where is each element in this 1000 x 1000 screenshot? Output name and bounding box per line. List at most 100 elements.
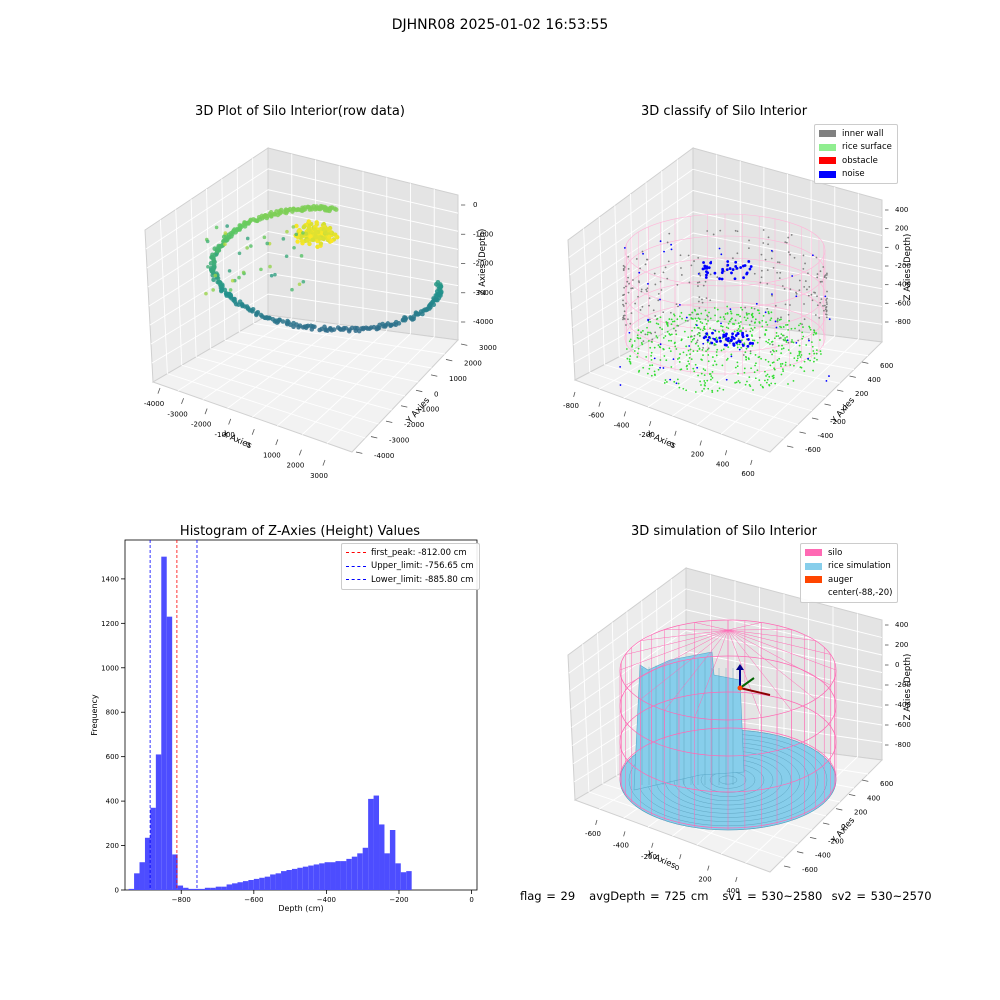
y-tick-label: 0 xyxy=(434,390,438,398)
surface-point xyxy=(707,387,710,390)
surface-point xyxy=(787,383,789,385)
surface-point xyxy=(750,327,753,330)
surface-point xyxy=(758,322,761,324)
x-tick-label: -2000 xyxy=(191,421,211,429)
surface-point xyxy=(743,316,746,319)
wall-point xyxy=(826,272,828,275)
surface-point xyxy=(722,316,725,318)
surface-point xyxy=(676,318,679,321)
noise-point xyxy=(638,271,641,274)
surface-point xyxy=(774,382,777,385)
data-point xyxy=(306,219,311,224)
wall-point xyxy=(734,229,737,232)
legend-item-rice-surface: rice surface xyxy=(819,141,892,155)
x-axis-label: X Axies xyxy=(644,849,677,871)
wall-point xyxy=(803,318,806,321)
surface-point xyxy=(629,361,632,364)
data-point xyxy=(215,279,221,285)
surface-point xyxy=(655,335,658,337)
surface-point xyxy=(788,319,791,322)
wall-point xyxy=(816,295,818,298)
noise-point xyxy=(623,247,626,249)
x-tick-label: -1000 xyxy=(215,431,235,439)
surface-point xyxy=(653,346,656,349)
silo-ring xyxy=(624,235,826,309)
wall-point xyxy=(698,296,701,299)
surface-point xyxy=(663,355,666,357)
data-point xyxy=(307,241,312,247)
surface-point xyxy=(737,328,740,330)
wall-point xyxy=(825,301,828,304)
noise-point xyxy=(659,298,661,301)
wall-point xyxy=(669,311,672,314)
tick-mark xyxy=(735,876,738,883)
silo-roof xyxy=(625,629,729,686)
surface-point xyxy=(799,350,802,353)
noise-point xyxy=(764,311,767,314)
wall-point xyxy=(641,305,644,308)
data-point xyxy=(223,242,227,247)
noise-point xyxy=(659,240,662,243)
wall-point xyxy=(760,276,763,279)
histogram-bar xyxy=(166,616,173,890)
surface-point xyxy=(782,326,785,328)
tick-mark xyxy=(809,836,817,840)
data-point xyxy=(290,287,294,292)
surface-point xyxy=(820,353,822,355)
surface-point xyxy=(686,368,689,370)
x-tick-label: −400 xyxy=(317,896,336,904)
surface-point xyxy=(653,370,656,373)
noise-point xyxy=(738,348,741,351)
noise-point xyxy=(647,282,649,285)
surface-point xyxy=(780,365,782,368)
surface-point xyxy=(749,385,752,388)
data-point xyxy=(285,229,289,234)
surface-point xyxy=(751,329,754,331)
noise-point xyxy=(718,247,721,250)
z-tick-label: -2000 xyxy=(473,260,493,268)
surface-point xyxy=(716,348,719,351)
legend-label: Lower_limit: -885.80 cm xyxy=(371,574,474,585)
wall-point xyxy=(822,305,824,307)
surface-point xyxy=(740,306,742,309)
wall-point xyxy=(637,280,640,283)
histogram-bar xyxy=(340,861,347,890)
data-point xyxy=(237,299,243,304)
surface-point xyxy=(767,360,770,363)
surface-point xyxy=(705,350,707,353)
histogram-bar xyxy=(259,877,265,890)
wall-point xyxy=(626,280,629,283)
y-tick-label: 800 xyxy=(106,709,119,717)
surface-point xyxy=(651,364,654,367)
wall-grid xyxy=(573,275,694,346)
surface-point xyxy=(762,386,764,389)
noise-point xyxy=(721,267,724,271)
surface-point xyxy=(674,345,677,348)
surface-point xyxy=(780,348,783,350)
surface-point xyxy=(636,334,639,337)
surface-point xyxy=(743,367,746,370)
surface-point xyxy=(702,329,704,332)
wall-point xyxy=(662,271,665,274)
surface-point xyxy=(672,327,675,330)
y-tick-label: 1000 xyxy=(101,664,119,672)
surface-point xyxy=(732,323,734,325)
data-point xyxy=(268,264,272,269)
data-point xyxy=(420,311,425,317)
data-point xyxy=(365,326,370,331)
legend-label: obstacle xyxy=(842,155,878,166)
z-tick-label: -1000 xyxy=(473,230,493,238)
wall-point xyxy=(787,341,790,344)
surface-point xyxy=(736,365,739,368)
noise-point xyxy=(702,336,706,340)
noise-point xyxy=(741,343,744,346)
tick-mark xyxy=(811,417,819,420)
wall-point xyxy=(759,281,762,284)
noise-point xyxy=(713,337,717,341)
y-tick-label: -400 xyxy=(815,852,831,860)
wall-point xyxy=(623,310,626,313)
histogram-bar xyxy=(139,862,145,890)
surface-point xyxy=(740,346,743,349)
data-point xyxy=(281,237,286,241)
wall-point xyxy=(825,305,828,308)
